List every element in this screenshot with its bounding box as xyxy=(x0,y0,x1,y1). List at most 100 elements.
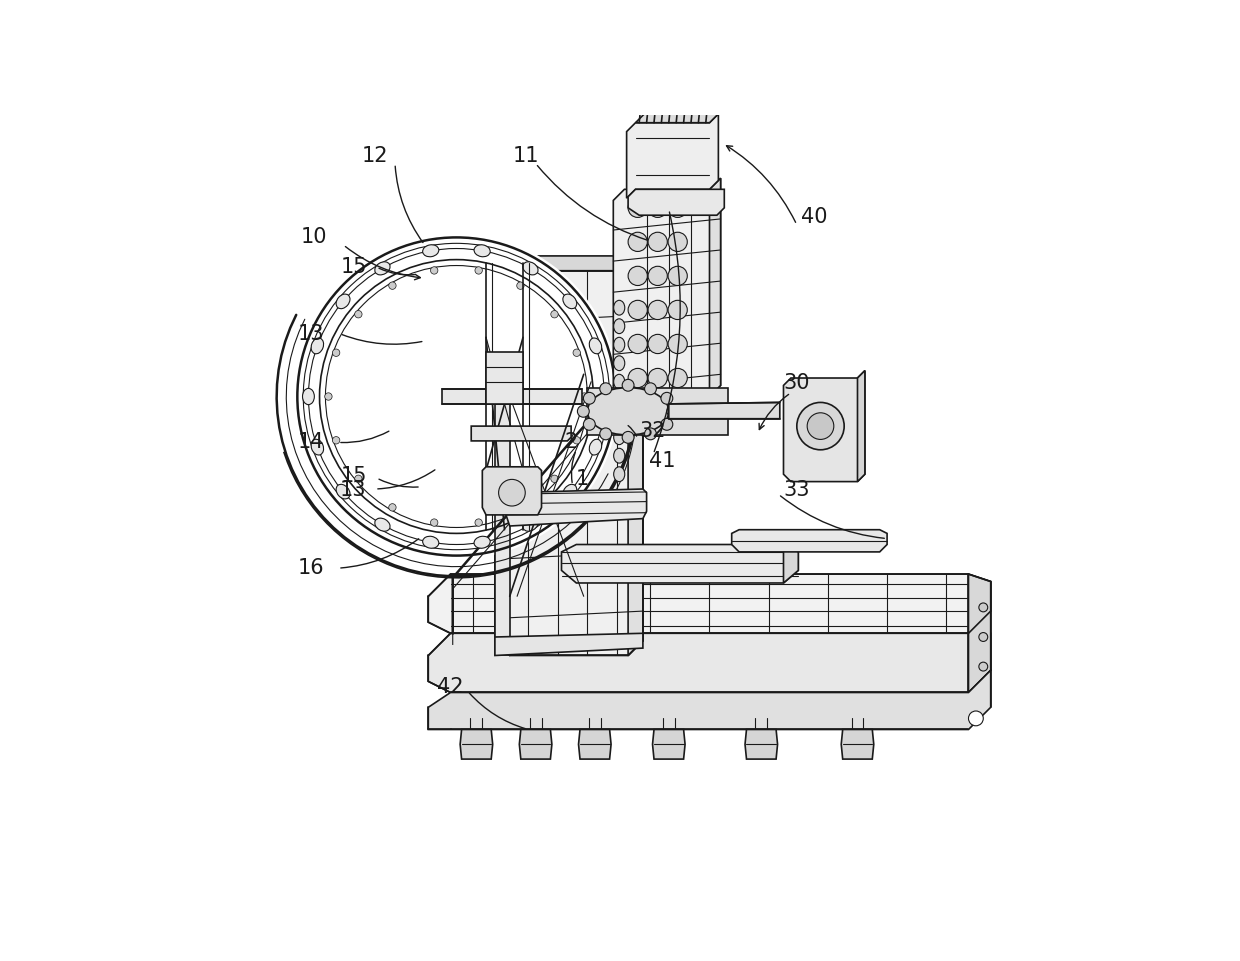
Polygon shape xyxy=(784,371,864,481)
Circle shape xyxy=(629,368,647,387)
Ellipse shape xyxy=(336,484,350,499)
Polygon shape xyxy=(428,671,991,729)
Circle shape xyxy=(573,436,580,444)
Polygon shape xyxy=(732,530,887,552)
Circle shape xyxy=(583,392,595,405)
Polygon shape xyxy=(635,113,718,123)
Polygon shape xyxy=(579,729,611,759)
Text: 12: 12 xyxy=(362,146,388,166)
Polygon shape xyxy=(441,389,583,404)
Polygon shape xyxy=(495,633,642,655)
Ellipse shape xyxy=(563,484,577,499)
Ellipse shape xyxy=(614,300,625,315)
Polygon shape xyxy=(486,352,523,404)
Circle shape xyxy=(430,267,438,274)
Circle shape xyxy=(600,382,611,395)
Circle shape xyxy=(475,519,482,527)
Circle shape xyxy=(600,428,611,440)
Circle shape xyxy=(388,282,396,289)
Circle shape xyxy=(475,267,482,274)
Ellipse shape xyxy=(563,294,577,308)
Circle shape xyxy=(978,632,988,641)
Text: 10: 10 xyxy=(300,228,327,247)
Circle shape xyxy=(668,233,687,252)
Polygon shape xyxy=(495,271,642,655)
Ellipse shape xyxy=(614,319,625,333)
Circle shape xyxy=(573,349,580,357)
Ellipse shape xyxy=(311,338,324,354)
Ellipse shape xyxy=(588,387,668,435)
Text: 13: 13 xyxy=(298,324,325,344)
Circle shape xyxy=(668,368,687,387)
Polygon shape xyxy=(506,489,646,526)
Polygon shape xyxy=(841,729,874,759)
Ellipse shape xyxy=(614,411,625,426)
Circle shape xyxy=(629,334,647,354)
Circle shape xyxy=(629,233,647,252)
Text: 32: 32 xyxy=(640,421,666,441)
Text: 14: 14 xyxy=(298,432,325,453)
Polygon shape xyxy=(614,178,720,407)
Circle shape xyxy=(649,233,667,252)
Circle shape xyxy=(629,300,647,320)
Text: 41: 41 xyxy=(649,451,676,471)
Circle shape xyxy=(649,368,667,387)
Ellipse shape xyxy=(614,337,625,352)
Circle shape xyxy=(645,428,656,440)
Ellipse shape xyxy=(336,294,350,308)
Circle shape xyxy=(649,266,667,285)
Ellipse shape xyxy=(614,356,625,371)
Text: 15: 15 xyxy=(341,257,367,277)
Ellipse shape xyxy=(474,536,490,549)
Circle shape xyxy=(332,349,340,357)
Text: 15: 15 xyxy=(341,466,367,485)
Circle shape xyxy=(797,403,844,450)
Ellipse shape xyxy=(474,245,490,257)
Polygon shape xyxy=(471,426,572,441)
Circle shape xyxy=(667,406,678,417)
Text: 30: 30 xyxy=(784,373,810,393)
Circle shape xyxy=(978,662,988,671)
Text: 11: 11 xyxy=(512,146,539,166)
Polygon shape xyxy=(629,271,642,655)
Ellipse shape xyxy=(589,338,601,354)
Circle shape xyxy=(355,475,362,482)
Polygon shape xyxy=(626,113,718,198)
Ellipse shape xyxy=(589,439,601,456)
Circle shape xyxy=(629,198,647,217)
Circle shape xyxy=(978,603,988,612)
Polygon shape xyxy=(668,403,780,419)
Ellipse shape xyxy=(614,430,625,445)
Circle shape xyxy=(517,282,525,289)
Polygon shape xyxy=(510,256,642,271)
Ellipse shape xyxy=(374,261,391,275)
Text: 40: 40 xyxy=(801,208,828,228)
Ellipse shape xyxy=(614,374,625,389)
Polygon shape xyxy=(709,178,720,397)
Circle shape xyxy=(968,711,983,726)
Polygon shape xyxy=(520,729,552,759)
Circle shape xyxy=(629,266,647,285)
Polygon shape xyxy=(629,189,724,215)
Circle shape xyxy=(430,519,438,527)
Polygon shape xyxy=(745,729,777,759)
Polygon shape xyxy=(784,545,799,583)
Polygon shape xyxy=(495,375,510,655)
Polygon shape xyxy=(562,545,799,583)
Text: 42: 42 xyxy=(438,677,464,697)
Circle shape xyxy=(668,198,687,217)
Ellipse shape xyxy=(311,439,324,456)
Circle shape xyxy=(649,198,667,217)
Circle shape xyxy=(551,475,558,482)
Text: 1: 1 xyxy=(575,469,589,489)
Ellipse shape xyxy=(423,536,439,549)
Circle shape xyxy=(661,418,673,431)
Circle shape xyxy=(583,418,595,431)
Circle shape xyxy=(649,334,667,354)
Circle shape xyxy=(332,436,340,444)
Text: 33: 33 xyxy=(784,480,810,501)
Circle shape xyxy=(325,393,332,400)
Circle shape xyxy=(294,234,619,559)
Polygon shape xyxy=(460,729,492,759)
Polygon shape xyxy=(968,574,991,693)
